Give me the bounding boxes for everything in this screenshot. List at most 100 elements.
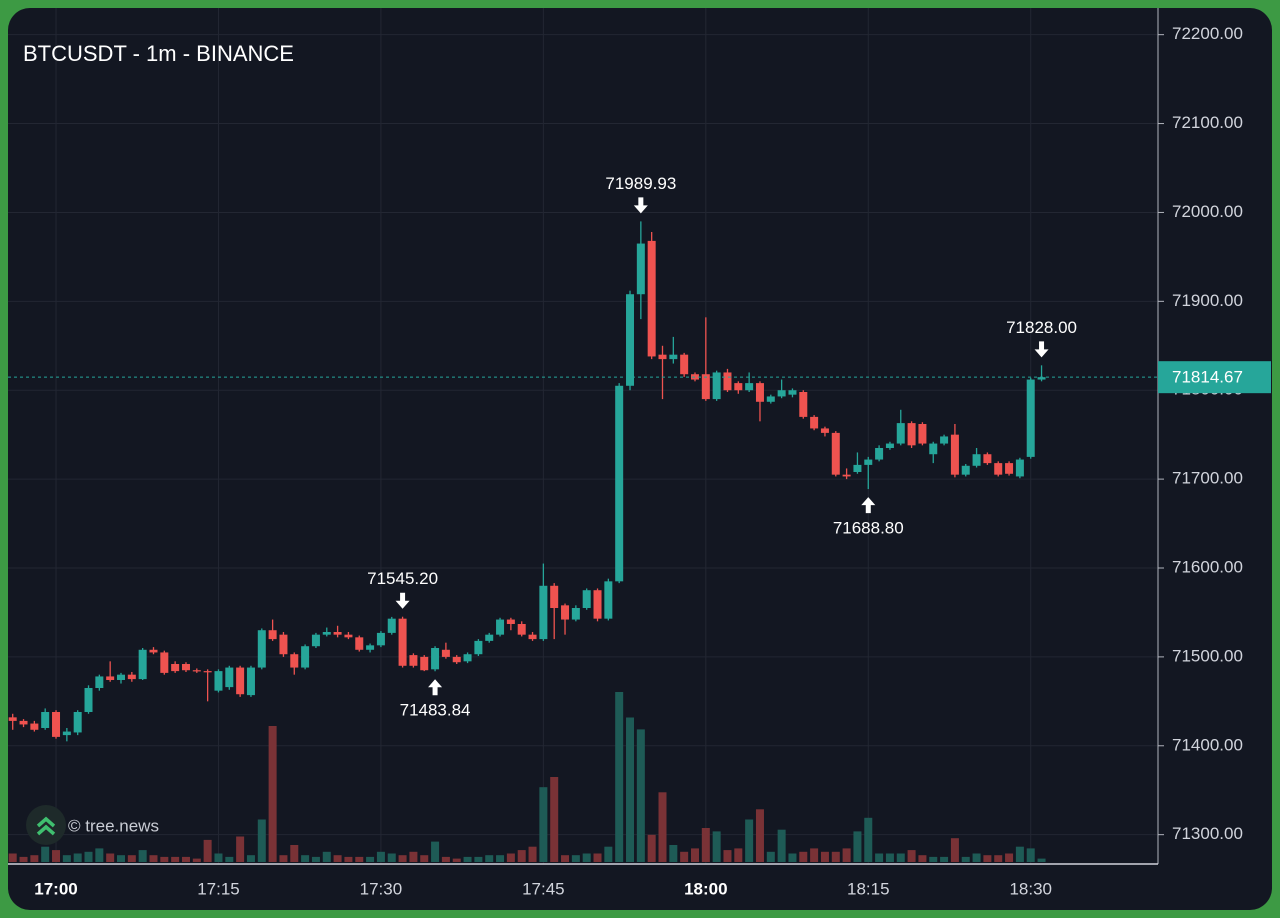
volume-bar: [820, 851, 829, 862]
candle-body: [387, 618, 396, 633]
candle-body: [160, 652, 169, 673]
candle-body: [626, 294, 635, 386]
volume-bar: [431, 841, 440, 862]
volume-bar: [582, 853, 591, 862]
volume-bar: [452, 858, 461, 862]
candle-body: [972, 454, 981, 466]
volume-bar: [680, 851, 689, 862]
candle-body: [257, 630, 266, 668]
annotation-arrow: [633, 197, 648, 214]
volume-bar: [539, 787, 548, 862]
candle-body: [236, 667, 245, 695]
last-price-box: [1158, 361, 1271, 394]
volume-bar: [615, 692, 624, 862]
volume-bar: [701, 828, 710, 862]
volume-bar: [994, 855, 1003, 862]
volume-bar: [918, 855, 927, 862]
candle-body: [582, 590, 591, 608]
candle-body: [593, 590, 602, 619]
volume-bar: [593, 853, 602, 862]
candle-body: [983, 454, 992, 464]
candle-body: [8, 717, 17, 721]
candle-body: [19, 720, 28, 725]
volume-bar: [636, 729, 645, 862]
volume-bar: [106, 853, 115, 862]
volume-bar: [409, 851, 418, 862]
candle-body: [398, 618, 407, 666]
y-tick-label: 71700.00: [1172, 469, 1243, 488]
volume-bar: [875, 853, 884, 862]
x-tick-label: 17:30: [360, 879, 403, 898]
candle-body: [279, 634, 288, 655]
candle-body: [539, 585, 548, 640]
volume-bar: [311, 856, 320, 862]
volume-bar: [755, 809, 764, 862]
watermark: © tree.news: [68, 816, 159, 835]
candle-body: [712, 372, 721, 400]
volume-bar: [1005, 853, 1014, 862]
annotation-label: 71828.00: [1006, 318, 1077, 337]
volume-bar: [647, 834, 656, 862]
volume-bar: [734, 848, 743, 862]
candle-body: [1015, 459, 1024, 477]
candle-body: [766, 396, 775, 402]
volume-bar: [62, 855, 71, 862]
candle-body: [842, 474, 851, 477]
candle-body: [376, 632, 385, 646]
y-tick-label: 71400.00: [1172, 735, 1243, 754]
volume-bar: [268, 726, 277, 862]
annotation-label: 71989.93: [605, 174, 676, 193]
volume-bar: [127, 855, 136, 862]
grid-layer: [8, 8, 1158, 864]
volume-bar: [626, 717, 635, 862]
volume-bar: [474, 856, 483, 862]
volume-bar: [73, 853, 82, 862]
candle-body: [52, 712, 61, 737]
volume-bar: [745, 819, 754, 862]
candle-body: [138, 649, 147, 680]
candle-body: [820, 428, 829, 433]
candle-body: [225, 667, 234, 688]
volume-bar: [1026, 848, 1035, 862]
candle-body: [864, 459, 873, 465]
candle-body: [246, 667, 255, 696]
candle-body: [918, 424, 927, 444]
volume-bar: [929, 856, 938, 862]
volume-bar: [225, 856, 234, 862]
candle-body: [701, 374, 710, 400]
candle-body: [463, 654, 472, 662]
y-tick-label: 71900.00: [1172, 291, 1243, 310]
volume-bar: [766, 851, 775, 862]
volume-bar: [52, 850, 61, 862]
candle-body: [528, 634, 537, 640]
candle-body: [561, 605, 570, 620]
volume-bar: [983, 855, 992, 862]
candle-body: [41, 712, 50, 728]
volume-bar: [160, 856, 169, 862]
chart-title: BTCUSDT - 1m - BINANCE: [23, 41, 294, 66]
candle-body: [95, 676, 104, 688]
x-tick-label: 18:15: [847, 879, 890, 898]
volume-bar: [192, 858, 201, 862]
volume-bar: [420, 855, 429, 862]
volume-bar: [940, 856, 949, 862]
volume-bar: [658, 792, 667, 862]
x-tick-label: 17:00: [34, 879, 77, 898]
volume-bar: [398, 855, 407, 862]
candle-body: [452, 656, 461, 663]
annotation-arrow: [428, 679, 443, 696]
volume-bar: [214, 853, 223, 862]
candle-body: [506, 619, 515, 624]
volume-bar: [604, 846, 613, 862]
candle-body: [940, 436, 949, 444]
annotation-arrow: [861, 497, 876, 514]
volume-bar: [885, 853, 894, 862]
candle-body: [268, 630, 277, 640]
volume-bar: [506, 853, 515, 862]
volume-bar: [171, 856, 180, 862]
volume-bar: [19, 856, 28, 862]
volume-bar: [387, 853, 396, 862]
volume-bar: [333, 855, 342, 862]
